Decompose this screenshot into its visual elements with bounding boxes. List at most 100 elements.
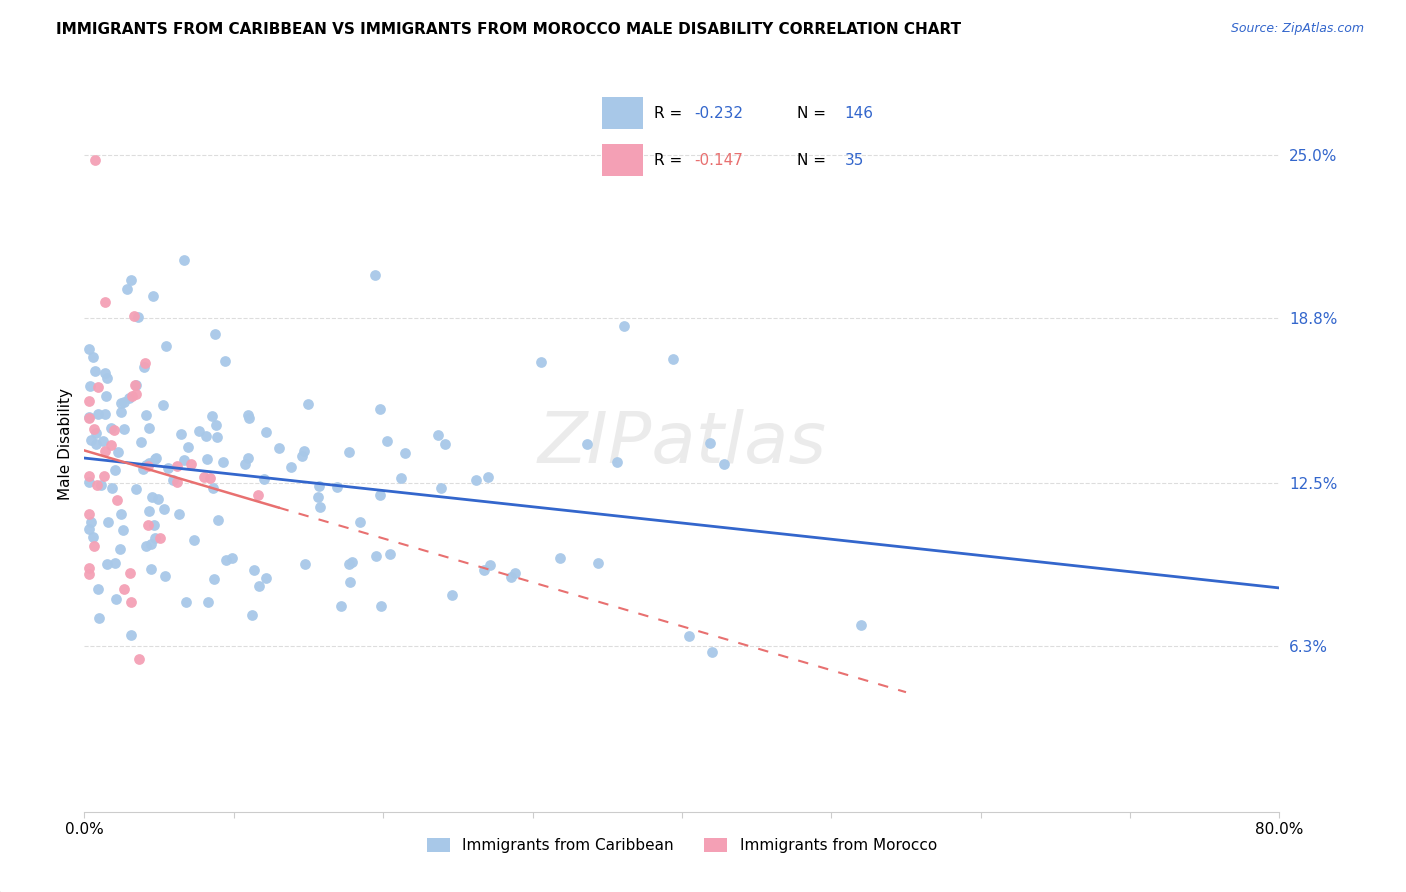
Point — [215, 553, 238, 567]
Point — [82, 530, 104, 544]
Point — [143, 452, 166, 467]
Point — [713, 457, 735, 471]
Point — [100, 421, 122, 435]
Point — [149, 531, 172, 545]
Point — [94, 295, 117, 310]
Point — [661, 352, 683, 367]
Point — [141, 562, 163, 576]
Point — [94, 407, 117, 421]
Point — [136, 459, 159, 474]
Point — [370, 599, 392, 614]
Point — [87, 407, 110, 421]
Point — [173, 252, 195, 267]
Point — [105, 493, 128, 508]
Text: ZIPatlas: ZIPatlas — [537, 409, 827, 478]
Point — [100, 481, 122, 495]
Point — [94, 366, 117, 380]
Point — [77, 469, 100, 483]
Point — [96, 370, 118, 384]
Point — [97, 515, 120, 529]
Point — [329, 599, 352, 614]
Point — [247, 579, 270, 593]
Point — [77, 411, 100, 425]
Point — [110, 396, 132, 410]
Point — [83, 153, 105, 167]
Point — [79, 433, 101, 447]
Point — [166, 459, 188, 474]
Point — [501, 570, 523, 584]
Point — [613, 318, 636, 333]
Point — [236, 409, 259, 423]
Point — [349, 516, 371, 530]
Point — [80, 515, 103, 529]
Point — [87, 611, 110, 625]
Point — [205, 430, 228, 444]
Point — [167, 508, 190, 522]
Point — [125, 482, 148, 496]
Point — [477, 470, 499, 484]
Point — [152, 398, 174, 412]
Point — [174, 595, 197, 609]
Point — [96, 389, 118, 403]
Point — [138, 421, 160, 435]
Point — [148, 492, 170, 507]
Point — [170, 426, 193, 441]
Point — [115, 282, 138, 296]
Point — [180, 457, 202, 471]
Point — [254, 425, 277, 439]
Point — [84, 426, 107, 441]
Point — [366, 549, 388, 564]
Point — [368, 487, 391, 501]
Point — [247, 488, 270, 502]
Point — [153, 502, 176, 516]
Point — [135, 539, 157, 553]
Point — [77, 507, 100, 521]
Point — [129, 435, 152, 450]
Point — [195, 451, 218, 466]
Point — [110, 541, 132, 556]
Point — [93, 468, 115, 483]
Text: IMMIGRANTS FROM CARIBBEAN VS IMMIGRANTS FROM MOROCCO MALE DISABILITY CORRELATION: IMMIGRANTS FROM CARIBBEAN VS IMMIGRANTS … — [56, 22, 962, 37]
Legend: Immigrants from Caribbean, Immigrants from Morocco: Immigrants from Caribbean, Immigrants fr… — [420, 832, 943, 859]
Point — [77, 410, 100, 425]
Point — [195, 429, 218, 443]
Point — [77, 342, 100, 356]
Point — [368, 402, 391, 417]
Point — [112, 394, 135, 409]
Point — [389, 471, 412, 485]
Point — [173, 453, 195, 467]
Point — [121, 389, 143, 403]
Point — [77, 561, 100, 575]
Point — [233, 457, 256, 471]
Point — [79, 393, 101, 408]
Point — [464, 473, 486, 487]
Text: Source: ZipAtlas.com: Source: ZipAtlas.com — [1230, 22, 1364, 36]
Point — [479, 558, 502, 572]
Point — [162, 473, 184, 487]
Point — [394, 446, 416, 460]
Point — [139, 536, 162, 550]
Point — [240, 607, 263, 622]
Point — [134, 356, 156, 370]
Point — [254, 571, 277, 585]
Point — [307, 490, 329, 504]
Point — [112, 582, 135, 597]
Point — [142, 289, 165, 303]
Point — [678, 629, 700, 643]
Point — [364, 268, 387, 282]
Point — [134, 359, 156, 374]
Point — [157, 461, 180, 475]
Point — [530, 355, 553, 369]
Point — [183, 533, 205, 548]
Point — [104, 463, 127, 477]
Point — [309, 500, 332, 514]
Point — [177, 441, 200, 455]
Point — [118, 566, 141, 580]
Point — [253, 472, 276, 486]
Point — [238, 411, 260, 425]
Point — [201, 481, 224, 495]
Point — [201, 409, 224, 424]
Point — [125, 378, 148, 392]
Point — [326, 479, 349, 493]
Point — [110, 507, 132, 521]
